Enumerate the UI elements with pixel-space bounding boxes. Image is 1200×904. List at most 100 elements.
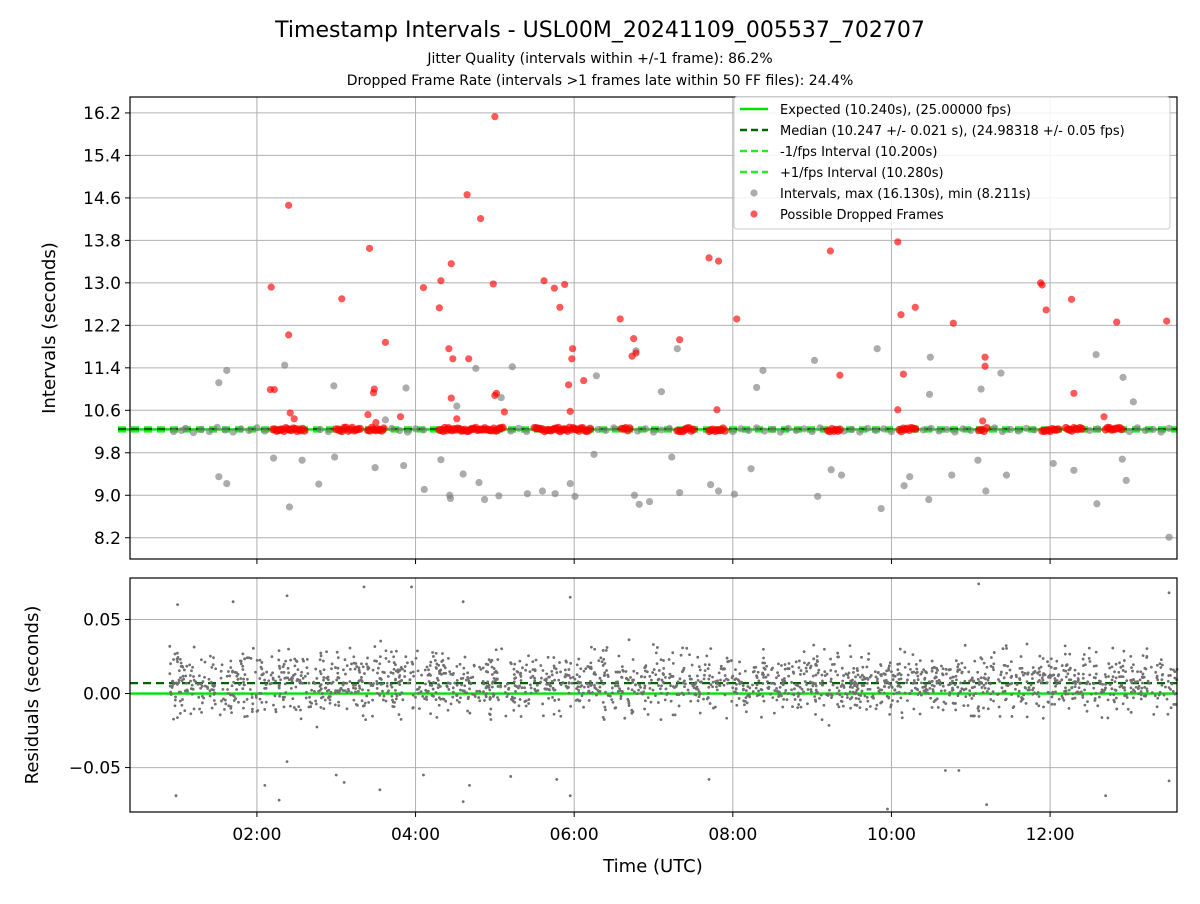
residual-point xyxy=(1071,692,1075,696)
residual-point xyxy=(1023,671,1027,675)
residual-point xyxy=(418,707,421,711)
residual-point xyxy=(1120,684,1124,688)
residual-point xyxy=(1100,716,1104,719)
residual-point xyxy=(1141,681,1144,685)
residual-point xyxy=(387,660,391,663)
residual-point xyxy=(1089,692,1093,696)
residual-point xyxy=(1074,682,1077,686)
residual-point xyxy=(250,707,254,711)
dropped-frame-point xyxy=(894,238,902,246)
residual-point xyxy=(1036,680,1040,684)
residual-point xyxy=(762,666,766,670)
interval-point xyxy=(420,485,428,494)
residual-point xyxy=(213,691,217,695)
interval-point xyxy=(1093,500,1101,508)
residual-point xyxy=(231,669,234,673)
residual-point xyxy=(608,694,612,698)
interval-point xyxy=(759,366,767,375)
residual-point xyxy=(1114,696,1118,700)
residual-point xyxy=(1065,663,1069,667)
residual-point xyxy=(924,670,927,673)
residual-point xyxy=(460,683,463,687)
residual-point xyxy=(1131,663,1135,667)
residual-point xyxy=(896,699,900,703)
residual-point xyxy=(289,658,293,662)
residual-point xyxy=(314,667,318,671)
residual-point xyxy=(814,699,818,703)
residual-point xyxy=(889,703,893,707)
residual-point xyxy=(296,668,300,672)
residual-point xyxy=(879,701,883,705)
residual-point xyxy=(706,667,710,671)
residual-point xyxy=(242,680,245,684)
residual-point xyxy=(1160,673,1164,677)
residual-point xyxy=(282,662,286,666)
interval-point xyxy=(213,423,221,431)
residual-point xyxy=(432,681,435,684)
residual-point xyxy=(703,673,706,677)
residual-point xyxy=(203,660,207,664)
residual-point xyxy=(287,678,291,682)
dropped-frame-point xyxy=(463,191,471,199)
dropped-frame-point xyxy=(489,280,497,288)
residual-point xyxy=(429,660,433,664)
residual-point xyxy=(185,681,189,685)
residual-point xyxy=(708,702,712,705)
residual-point xyxy=(547,675,551,679)
residual-point xyxy=(435,667,438,670)
residual-point xyxy=(207,677,211,681)
residual-point xyxy=(839,699,843,703)
residual-point xyxy=(1121,668,1125,672)
residual-point xyxy=(696,655,700,659)
residual-point xyxy=(900,716,904,720)
residual-point xyxy=(1071,697,1075,701)
residual-point xyxy=(231,600,235,604)
residual-point xyxy=(430,694,434,697)
residual-point xyxy=(829,692,833,696)
residual-point xyxy=(201,680,205,683)
interval-point xyxy=(508,363,516,371)
residual-point xyxy=(229,706,233,710)
residual-point xyxy=(1108,693,1112,696)
residual-point xyxy=(798,685,802,689)
residual-point xyxy=(319,654,323,658)
interval-point xyxy=(592,372,600,380)
residual-point xyxy=(242,683,246,686)
residual-point xyxy=(926,692,930,695)
residual-point xyxy=(595,681,599,685)
residual-point xyxy=(1117,670,1121,674)
residual-point xyxy=(569,676,572,680)
residual-point xyxy=(381,698,385,702)
residual-point xyxy=(1093,699,1097,702)
residual-point xyxy=(627,704,631,707)
interval-point xyxy=(657,426,666,434)
residual-point xyxy=(552,712,556,716)
residual-point xyxy=(1057,697,1061,701)
residual-point xyxy=(1092,664,1096,668)
residual-point xyxy=(587,699,591,702)
residual-point xyxy=(804,666,808,670)
residual-point xyxy=(847,671,851,675)
residual-point xyxy=(826,694,830,697)
residual-point xyxy=(860,689,864,693)
residual-point xyxy=(887,664,891,668)
residual-point xyxy=(668,676,671,680)
residual-point xyxy=(1156,696,1160,700)
residual-point xyxy=(963,679,967,683)
residual-point xyxy=(462,666,466,670)
residual-point xyxy=(762,647,765,651)
residual-point xyxy=(784,688,788,692)
residual-point xyxy=(468,687,471,691)
residual-point xyxy=(291,697,295,700)
residual-point xyxy=(318,670,322,673)
residual-point xyxy=(1030,672,1034,676)
residual-point xyxy=(987,676,991,680)
residual-point xyxy=(723,693,727,697)
residuals-y-axis-label: Residuals (seconds) xyxy=(22,606,43,785)
residual-point xyxy=(659,718,663,721)
residual-point xyxy=(417,691,420,695)
residual-point xyxy=(868,705,872,708)
residual-point xyxy=(1020,666,1024,670)
residual-point xyxy=(887,666,891,670)
